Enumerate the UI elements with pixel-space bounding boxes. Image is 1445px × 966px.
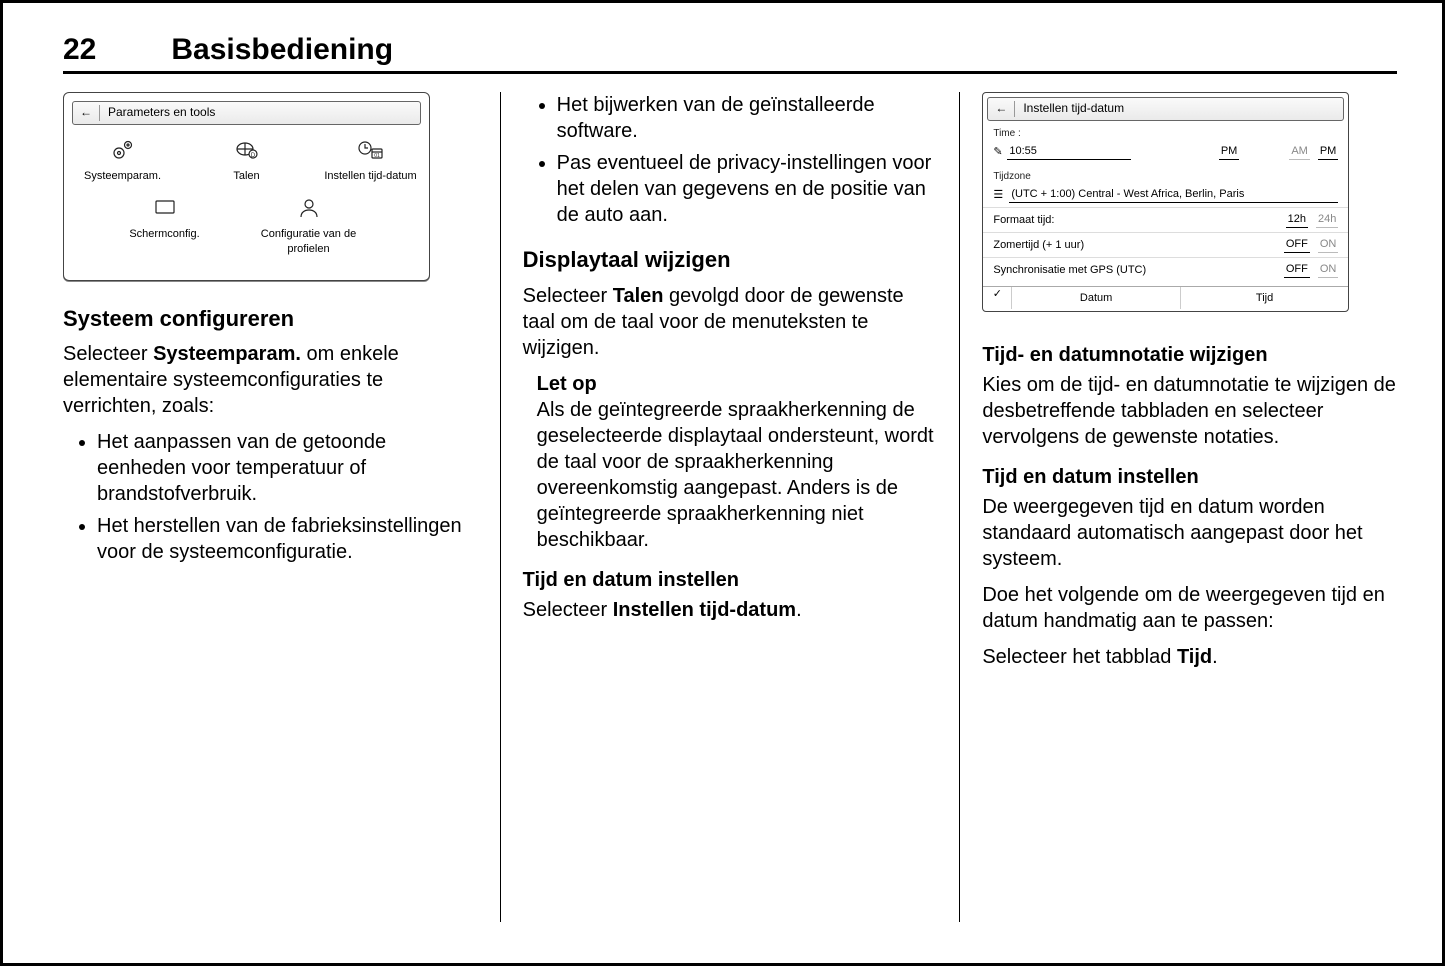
heading-tijd-datumnotatie: Tijd- en datumnotatie wijzigen xyxy=(982,342,1397,368)
text-bold: Tijd xyxy=(1177,646,1212,668)
note-title: Let op xyxy=(537,371,938,397)
text: Selecteer xyxy=(523,285,613,307)
list-icon[interactable]: ☰ xyxy=(993,188,1009,202)
heading-displaytaal: Displaytaal wijzigen xyxy=(523,246,938,275)
paragraph: Selecteer het tabblad Tijd. xyxy=(982,644,1397,670)
icon-instellen-tijd-datum[interactable]: 01 Instellen tijd-datum xyxy=(321,135,421,183)
opt-24h[interactable]: 24h xyxy=(1316,212,1338,227)
bullet-list: Het aanpassen van de getoonde eenheden v… xyxy=(63,429,478,565)
back-arrow-icon[interactable]: ← xyxy=(988,101,1015,117)
person-icon xyxy=(239,193,379,223)
confirm-icon[interactable]: ✓ xyxy=(983,287,1012,309)
clock-calendar-icon: 01 xyxy=(321,135,421,165)
list-item: Het aanpassen van de getoonde eenheden v… xyxy=(97,429,478,507)
icon-systeemparam[interactable]: Systeemparam. xyxy=(73,135,173,183)
icon-schermconfig[interactable]: Schermconfig. xyxy=(115,193,215,256)
page-header: 22 Basisbediening xyxy=(63,33,1397,67)
tab-bar: ✓ Datum Tijd xyxy=(983,286,1348,309)
icon-label: Talen xyxy=(197,169,297,183)
text: . xyxy=(1212,646,1218,668)
row-sync-label: Synchronisatie met GPS (UTC) xyxy=(993,263,1284,277)
text-bold: Systeemparam. xyxy=(153,343,301,365)
gear-icon xyxy=(73,135,173,165)
icon-label: Systeemparam. xyxy=(73,169,173,183)
note-body: Als de geïntegreerde spraakherkenning de… xyxy=(537,397,938,553)
heading-tijd-datum-instellen: Tijd en datum instellen xyxy=(982,464,1397,490)
text: Selecteer xyxy=(63,343,153,365)
tijd-paragraph: Selecteer Instellen tijd-datum. xyxy=(523,597,938,623)
time-label: Time : xyxy=(983,125,1348,140)
list-item: Het herstellen van de fabrieksinstelling… xyxy=(97,513,478,565)
list-item: Pas eventueel de privacy-instellingen vo… xyxy=(557,150,938,228)
column-2: Het bijwerken van de geïnstalleerde soft… xyxy=(501,92,960,922)
svg-text:01: 01 xyxy=(374,153,380,159)
screenshot2-title: Instellen tijd-datum xyxy=(1015,101,1124,117)
paragraph: De weergegeven tijd en datum worden stan… xyxy=(982,494,1397,572)
tz-label: Tijdzone xyxy=(983,168,1348,183)
screen-icon xyxy=(115,193,215,223)
icon-label: Configuratie van de profielen xyxy=(239,227,379,256)
column-3: ← Instellen tijd-datum Time : ✎ 10:55 PM… xyxy=(960,92,1397,922)
screenshot-instellen-tijd-datum: ← Instellen tijd-datum Time : ✎ 10:55 PM… xyxy=(982,92,1349,312)
columns: ← Parameters en tools Systeemparam. D xyxy=(63,92,1397,922)
globe-icon: D xyxy=(197,135,297,165)
opt-off[interactable]: OFF xyxy=(1284,262,1310,277)
back-arrow-icon[interactable]: ← xyxy=(73,105,100,121)
row-zomertijd-label: Zomertijd (+ 1 uur) xyxy=(993,238,1284,252)
icon-talen[interactable]: D Talen xyxy=(197,135,297,183)
list-item: Het bijwerken van de geïnstalleerde soft… xyxy=(557,92,938,144)
time-value[interactable]: 10:55 xyxy=(1007,144,1131,159)
heading-tijd-datum: Tijd en datum instellen xyxy=(523,567,938,593)
note-block: Let op Als de geïntegreerde spraakherken… xyxy=(523,371,938,553)
screenshot-parameters-tools: ← Parameters en tools Systeemparam. D xyxy=(63,92,430,281)
ampm-value[interactable]: PM xyxy=(1219,144,1240,159)
icon-configuratie-profielen[interactable]: Configuratie van de profielen xyxy=(239,193,379,256)
text: . xyxy=(796,599,802,621)
row-formaat-label: Formaat tijd: xyxy=(993,213,1285,227)
opt-on[interactable]: ON xyxy=(1318,262,1339,277)
text-bold: Talen xyxy=(613,285,664,307)
icon-label: Schermconfig. xyxy=(115,227,215,241)
pm-option[interactable]: PM xyxy=(1318,144,1339,159)
opt-on[interactable]: ON xyxy=(1318,237,1339,252)
intro-paragraph: Selecteer Systeemparam. om enkele elemen… xyxy=(63,341,478,419)
text: Selecteer het tabblad xyxy=(982,646,1177,668)
am-option[interactable]: AM xyxy=(1289,144,1310,159)
opt-12h[interactable]: 12h xyxy=(1286,212,1308,227)
paragraph: Kies om de tijd- en datumnotatie te wijz… xyxy=(982,372,1397,450)
bullet-list: Het bijwerken van de geïnstalleerde soft… xyxy=(523,92,938,228)
tab-datum[interactable]: Datum xyxy=(1012,287,1181,309)
screenshot1-titlebar: ← Parameters en tools xyxy=(72,101,421,125)
page-number: 22 xyxy=(63,33,163,67)
svg-text:D: D xyxy=(250,153,255,159)
opt-off[interactable]: OFF xyxy=(1284,237,1310,252)
page-title: Basisbediening xyxy=(171,33,393,66)
page: 22 Basisbediening ← Parameters en tools … xyxy=(0,0,1445,966)
text-bold: Instellen tijd-datum xyxy=(613,599,796,621)
icon-row-2: Schermconfig. Configuratie van de profie… xyxy=(64,193,429,256)
column-1: ← Parameters en tools Systeemparam. D xyxy=(63,92,500,922)
icon-row-1: Systeemparam. D Talen 01 Instellen tijd-… xyxy=(64,135,429,183)
icon-label: Instellen tijd-datum xyxy=(321,169,421,183)
screenshot1-title: Parameters en tools xyxy=(100,105,215,121)
display-paragraph: Selecteer Talen gevolgd door de gewenste… xyxy=(523,283,938,361)
tz-value[interactable]: (UTC + 1:00) Central - West Africa, Berl… xyxy=(1009,187,1338,202)
tab-tijd[interactable]: Tijd xyxy=(1181,287,1349,309)
header-rule xyxy=(63,71,1397,74)
pencil-icon[interactable]: ✎ xyxy=(993,145,1007,159)
text: Selecteer xyxy=(523,599,613,621)
screenshot2-titlebar: ← Instellen tijd-datum xyxy=(987,97,1344,121)
paragraph: Doe het volgende om de weergegeven tijd … xyxy=(982,582,1397,634)
heading-systeem-configureren: Systeem configureren xyxy=(63,305,478,334)
